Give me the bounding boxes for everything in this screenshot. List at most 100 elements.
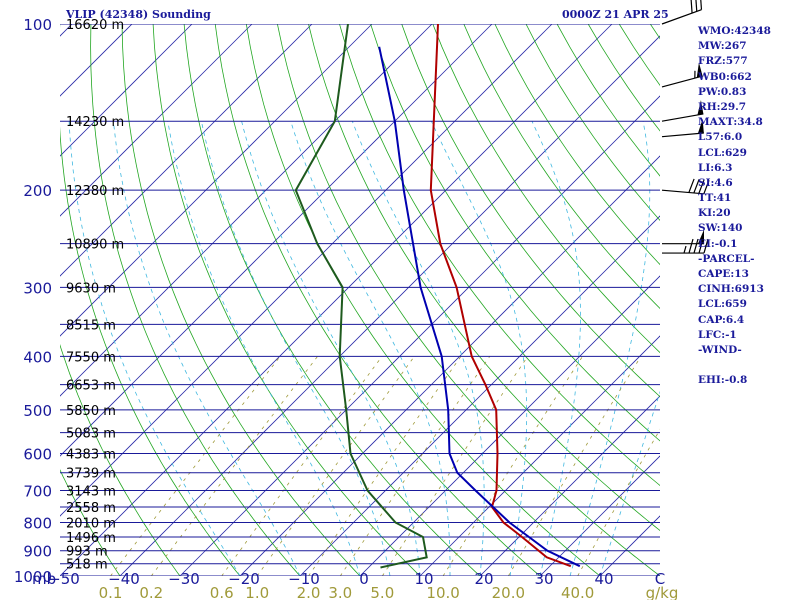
pressure-tick-label: 600	[23, 446, 52, 464]
pressure-tick-label: 800	[23, 515, 52, 533]
parcel-profile	[378, 46, 581, 568]
wind-barb	[662, 238, 709, 254]
dewpoint-profile	[294, 24, 428, 569]
isotherm-line	[60, 24, 373, 337]
mixing-ratio-line	[339, 356, 491, 576]
index-item: CINH:6913	[698, 283, 764, 296]
moist-adiabat	[599, 390, 660, 576]
moist-adiabat	[167, 121, 361, 576]
index-item: EHI:-0.8	[698, 374, 748, 387]
dry-adiabat	[401, 24, 660, 398]
dry-adiabat	[245, 24, 601, 576]
mixing-ratio-tick-label: 40.0	[561, 584, 594, 600]
dry-adiabat	[277, 24, 660, 576]
index-item: LFC:-1	[698, 328, 737, 341]
mixing-ratio-tick-label: 0.6	[210, 584, 234, 600]
temperature-profile	[429, 24, 572, 568]
height-label: 2010 m	[66, 517, 116, 532]
index-item: LI:6.3	[698, 161, 733, 174]
isotherm-line	[479, 395, 660, 576]
pressure-tick-label: 900	[23, 543, 52, 561]
isotherm-line	[299, 215, 660, 576]
pressure-tick-label: 100	[23, 16, 52, 34]
pressure-tick-label: 400	[23, 348, 52, 366]
temperature-tick-label: −30	[168, 570, 200, 588]
y-axis-unit: mb	[32, 570, 56, 588]
index-item	[698, 358, 771, 373]
stability-indices: WMO:42348 MW:267 FRZ:577 WB0:662 PW:0.83 RH:2…	[698, 24, 771, 389]
height-label: 5083 m	[66, 427, 116, 442]
dry-adiabat	[494, 24, 660, 266]
wind-barb	[661, 0, 703, 25]
moist-adiabat	[569, 121, 651, 576]
index-item: CAP:6.4	[698, 313, 745, 326]
mixing-ratio-line	[221, 356, 383, 576]
isotherm-line	[60, 24, 433, 397]
height-label: 3739 m	[66, 467, 116, 482]
temperature-tick-label: 10	[414, 570, 433, 588]
dry-adiabat	[60, 469, 121, 576]
mixing-ratio-tick-label: 0.1	[99, 584, 123, 600]
height-label: 10890 m	[66, 238, 124, 253]
height-label: 8515 m	[66, 318, 116, 333]
isotherm-line	[60, 24, 193, 157]
pressure-tick-label: 300	[23, 279, 52, 297]
dry-adiabat	[463, 24, 660, 310]
sounding-title: VLIP (42348) Sounding	[66, 8, 211, 21]
height-label: 16620 m	[66, 18, 124, 33]
dry-adiabat	[775, 24, 800, 588]
index-item: KI:20	[698, 207, 731, 220]
temperature-tick-label: 30	[534, 570, 553, 588]
height-label: 12380 m	[66, 184, 124, 199]
isotherm-line	[60, 24, 493, 457]
isotherm-line	[60, 24, 553, 517]
mixing-ratio-tick-label: 3.0	[328, 584, 352, 600]
index-item: -WIND-	[698, 343, 742, 356]
dry-adiabat	[152, 24, 421, 576]
height-label: 7550 m	[66, 350, 116, 365]
dry-adiabat	[370, 24, 660, 442]
index-item: MAXT:34.8	[698, 116, 763, 129]
height-label: 3143 m	[66, 484, 116, 499]
index-item: PW:0.83	[698, 85, 747, 98]
temperature-tick-label: −10	[288, 570, 320, 588]
mixing-ratio-tick-label: 2.0	[297, 584, 321, 600]
index-item: LCL:659	[698, 298, 747, 311]
dry-adiabat	[90, 24, 301, 576]
x-axis-unit: C	[655, 570, 665, 588]
mixing-ratio-line	[150, 356, 318, 576]
mixing-ratio-line	[110, 356, 281, 576]
pressure-tick-label: 200	[23, 182, 52, 200]
height-label: 9630 m	[66, 281, 116, 296]
index-item: EI:-0.1	[698, 237, 738, 250]
temperature-tick-label: −50	[48, 570, 80, 588]
dry-adiabat	[432, 24, 660, 354]
moist-adiabat	[431, 121, 528, 576]
height-label: 6653 m	[66, 379, 116, 394]
index-item: WB0:662	[698, 70, 752, 83]
dry-adiabat	[308, 24, 660, 532]
dry-adiabat	[183, 24, 481, 576]
pressure-tick-label: 500	[23, 402, 52, 420]
height-label: 14230 m	[66, 115, 124, 130]
height-label: 993 m	[66, 545, 108, 560]
isotherm-line	[119, 35, 660, 576]
index-item: SW:140	[698, 222, 743, 235]
mixing-ratio-line	[577, 428, 660, 576]
isotherm-line	[60, 24, 613, 576]
height-label: 4383 m	[66, 448, 116, 463]
mixing-ratio-tick-label: 1.0	[245, 584, 269, 600]
height-label: 2558 m	[66, 501, 116, 516]
mixing-ratio-line	[256, 356, 415, 576]
profile-layer	[294, 24, 581, 569]
wind-barb	[661, 178, 710, 195]
height-label: 518 m	[66, 558, 108, 573]
index-item: LCL:629	[698, 146, 747, 159]
moist-adiabat	[241, 121, 421, 576]
moist-adiabat	[531, 121, 581, 576]
dry-adiabat	[214, 24, 541, 576]
index-item: WMO:42348	[698, 25, 771, 37]
mixing-ratio-unit: g/kg	[646, 584, 679, 600]
isotherm-line	[359, 275, 660, 576]
